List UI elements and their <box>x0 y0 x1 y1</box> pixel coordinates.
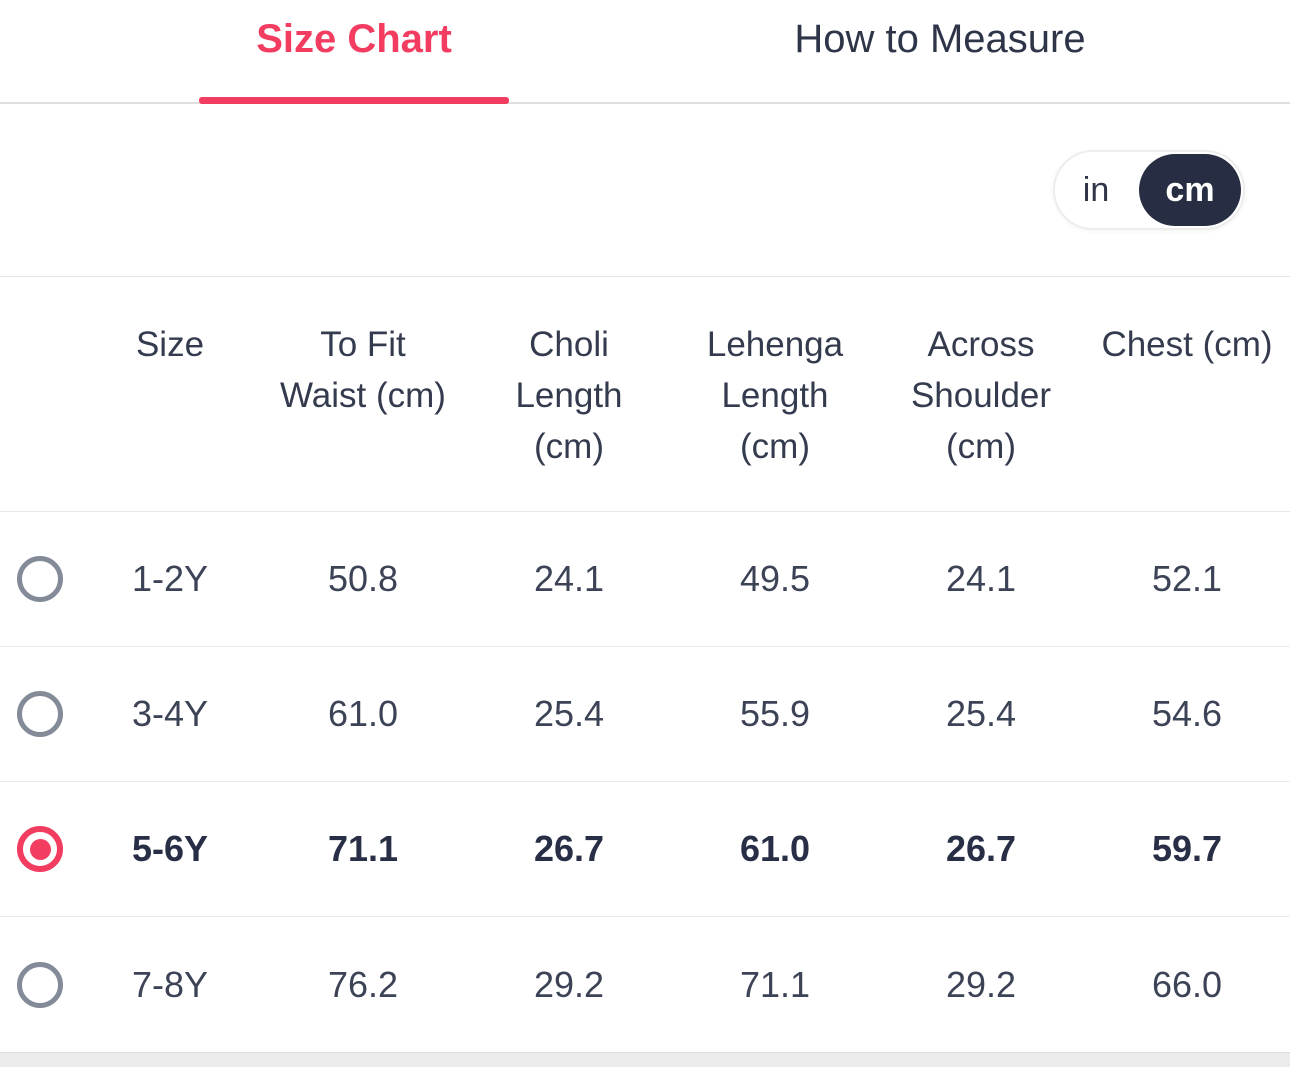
row-radio-cell <box>0 556 80 602</box>
header-radio-spacer <box>0 277 80 511</box>
cell-choli_length: 24.1 <box>533 558 605 599</box>
cell-size: 3-4Y <box>131 693 209 734</box>
tab-size-chart-label: Size Chart <box>256 16 452 61</box>
cell-to_fit_waist: 71.1 <box>327 828 399 869</box>
cell-lehenga_length: 61.0 <box>739 828 811 869</box>
cell-lehenga_length: 71.1 <box>739 963 811 1005</box>
unit-option-cm[interactable]: cm <box>1139 154 1241 226</box>
radio-dot <box>29 838 51 860</box>
cell-lehenga_length: 49.5 <box>739 558 811 599</box>
tab-how-to-measure[interactable]: How to Measure <box>690 0 1190 78</box>
header-chest: Chest (cm) <box>1101 325 1273 364</box>
cell-chest: 54.6 <box>1151 693 1223 734</box>
cell-size: 7-8Y <box>131 963 209 1005</box>
size-table-row: 1-2Y 50.8 24.1 49.5 24.1 52.1 <box>0 512 1290 647</box>
header-lehenga-length: Lehenga Length (cm) <box>706 325 844 466</box>
tab-how-to-measure-label: How to Measure <box>794 16 1086 61</box>
size-table-row: 7-8Y 76.2 29.2 71.1 29.2 66.0 <box>0 917 1290 1052</box>
cell-choli_length: 26.7 <box>533 828 605 869</box>
cell-to_fit_waist: 50.8 <box>327 558 399 599</box>
cell-across_shoulder: 26.7 <box>945 828 1017 869</box>
size-table-header: Size To Fit Waist (cm) Choli Length (cm)… <box>0 277 1290 512</box>
cell-chest: 59.7 <box>1151 828 1223 869</box>
size-radio[interactable] <box>17 961 63 1008</box>
cell-size: 5-6Y <box>131 828 209 869</box>
cell-across_shoulder: 24.1 <box>945 558 1017 599</box>
bottom-divider-strip <box>0 1052 1290 1067</box>
cell-across_shoulder: 29.2 <box>945 963 1017 1005</box>
row-radio-cell <box>0 691 80 737</box>
cell-across_shoulder: 25.4 <box>945 693 1017 734</box>
cell-size: 1-2Y <box>131 558 209 599</box>
cell-lehenga_length: 55.9 <box>739 693 811 734</box>
header-size: Size <box>135 325 205 364</box>
size-table-row: 5-6Y 71.1 26.7 61.0 26.7 59.7 <box>0 782 1290 917</box>
cell-choli_length: 25.4 <box>533 693 605 734</box>
unit-option-in[interactable]: in <box>1082 170 1110 209</box>
header-choli-length: Choli Length (cm) <box>515 325 623 466</box>
size-table-row: 3-4Y 61.0 25.4 55.9 25.4 54.6 <box>0 647 1290 782</box>
cell-to_fit_waist: 76.2 <box>327 963 399 1005</box>
cell-chest: 66.0 <box>1151 963 1223 1005</box>
cell-choli_length: 29.2 <box>533 963 605 1005</box>
size-radio[interactable] <box>17 691 63 737</box>
unit-toggle-row: in cm <box>0 104 1290 277</box>
row-radio-cell <box>0 961 80 1008</box>
size-radio[interactable] <box>17 556 63 602</box>
size-table: Size To Fit Waist (cm) Choli Length (cm)… <box>0 277 1290 1052</box>
tab-size-chart[interactable]: Size Chart <box>199 0 509 78</box>
row-radio-cell <box>0 826 80 872</box>
cell-to_fit_waist: 61.0 <box>327 693 399 734</box>
size-table-body: 1-2Y 50.8 24.1 49.5 24.1 52.1 3-4Y 61.0 25.4 55.9… <box>0 512 1290 1052</box>
active-tab-indicator <box>199 97 509 104</box>
cell-chest: 52.1 <box>1151 558 1223 599</box>
unit-toggle[interactable]: in cm <box>1053 150 1245 230</box>
header-across-shoulder: Across Shoulder (cm) <box>910 325 1052 466</box>
size-radio-selected[interactable] <box>17 826 63 872</box>
tab-bar: Size Chart How to Measure <box>0 0 1290 104</box>
header-to-fit-waist: To Fit Waist (cm) <box>280 325 446 415</box>
